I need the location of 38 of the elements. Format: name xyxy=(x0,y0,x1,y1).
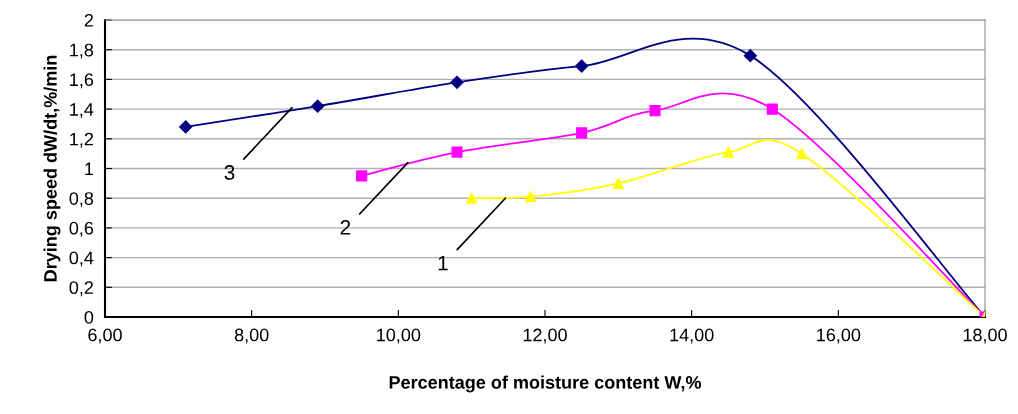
point xyxy=(796,148,808,160)
x-tick-label: 8,00 xyxy=(234,328,269,344)
y-tick-label: 0 xyxy=(84,310,94,324)
point xyxy=(612,177,624,189)
point xyxy=(311,99,325,113)
y-tick-label: 1 xyxy=(85,162,94,176)
y-axis-title: Drying speed dW/dt,%/min xyxy=(43,55,61,282)
point xyxy=(649,105,661,117)
x-tick-label: 12,00 xyxy=(523,328,567,344)
y-tick-label: 0,2 xyxy=(69,281,93,297)
annotation: 2 xyxy=(340,220,351,235)
point xyxy=(766,103,778,115)
point xyxy=(450,75,464,89)
y-tick-label: 1,8 xyxy=(70,43,94,59)
x-tick-label: 18,00 xyxy=(963,328,1007,344)
y-tick-label: 0,4 xyxy=(69,251,94,267)
point xyxy=(743,49,757,63)
x-tick-label: 14,00 xyxy=(670,328,714,344)
point xyxy=(451,146,463,158)
x-tick-label: 10,00 xyxy=(377,328,421,344)
point xyxy=(575,59,589,73)
point xyxy=(524,191,536,203)
annotation: 1 xyxy=(438,255,448,271)
y-tick-label: 1,4 xyxy=(70,103,94,118)
y-tick-label: 0,8 xyxy=(69,192,94,208)
y-tick-label: 1,2 xyxy=(70,132,93,148)
point xyxy=(356,170,368,182)
x-axis-title: Percentage of moisture content W,% xyxy=(389,375,702,393)
point xyxy=(179,120,193,134)
y-tick-label: 2 xyxy=(84,13,93,27)
annotation: 3 xyxy=(224,165,235,180)
point xyxy=(722,146,734,158)
point xyxy=(466,192,478,204)
y-tick-label: 1,6 xyxy=(70,73,94,89)
y-tick-label: 0,6 xyxy=(69,221,94,237)
x-tick-label: 6,00 xyxy=(88,328,122,344)
x-tick-label: 16,00 xyxy=(817,328,861,344)
point xyxy=(576,127,588,139)
